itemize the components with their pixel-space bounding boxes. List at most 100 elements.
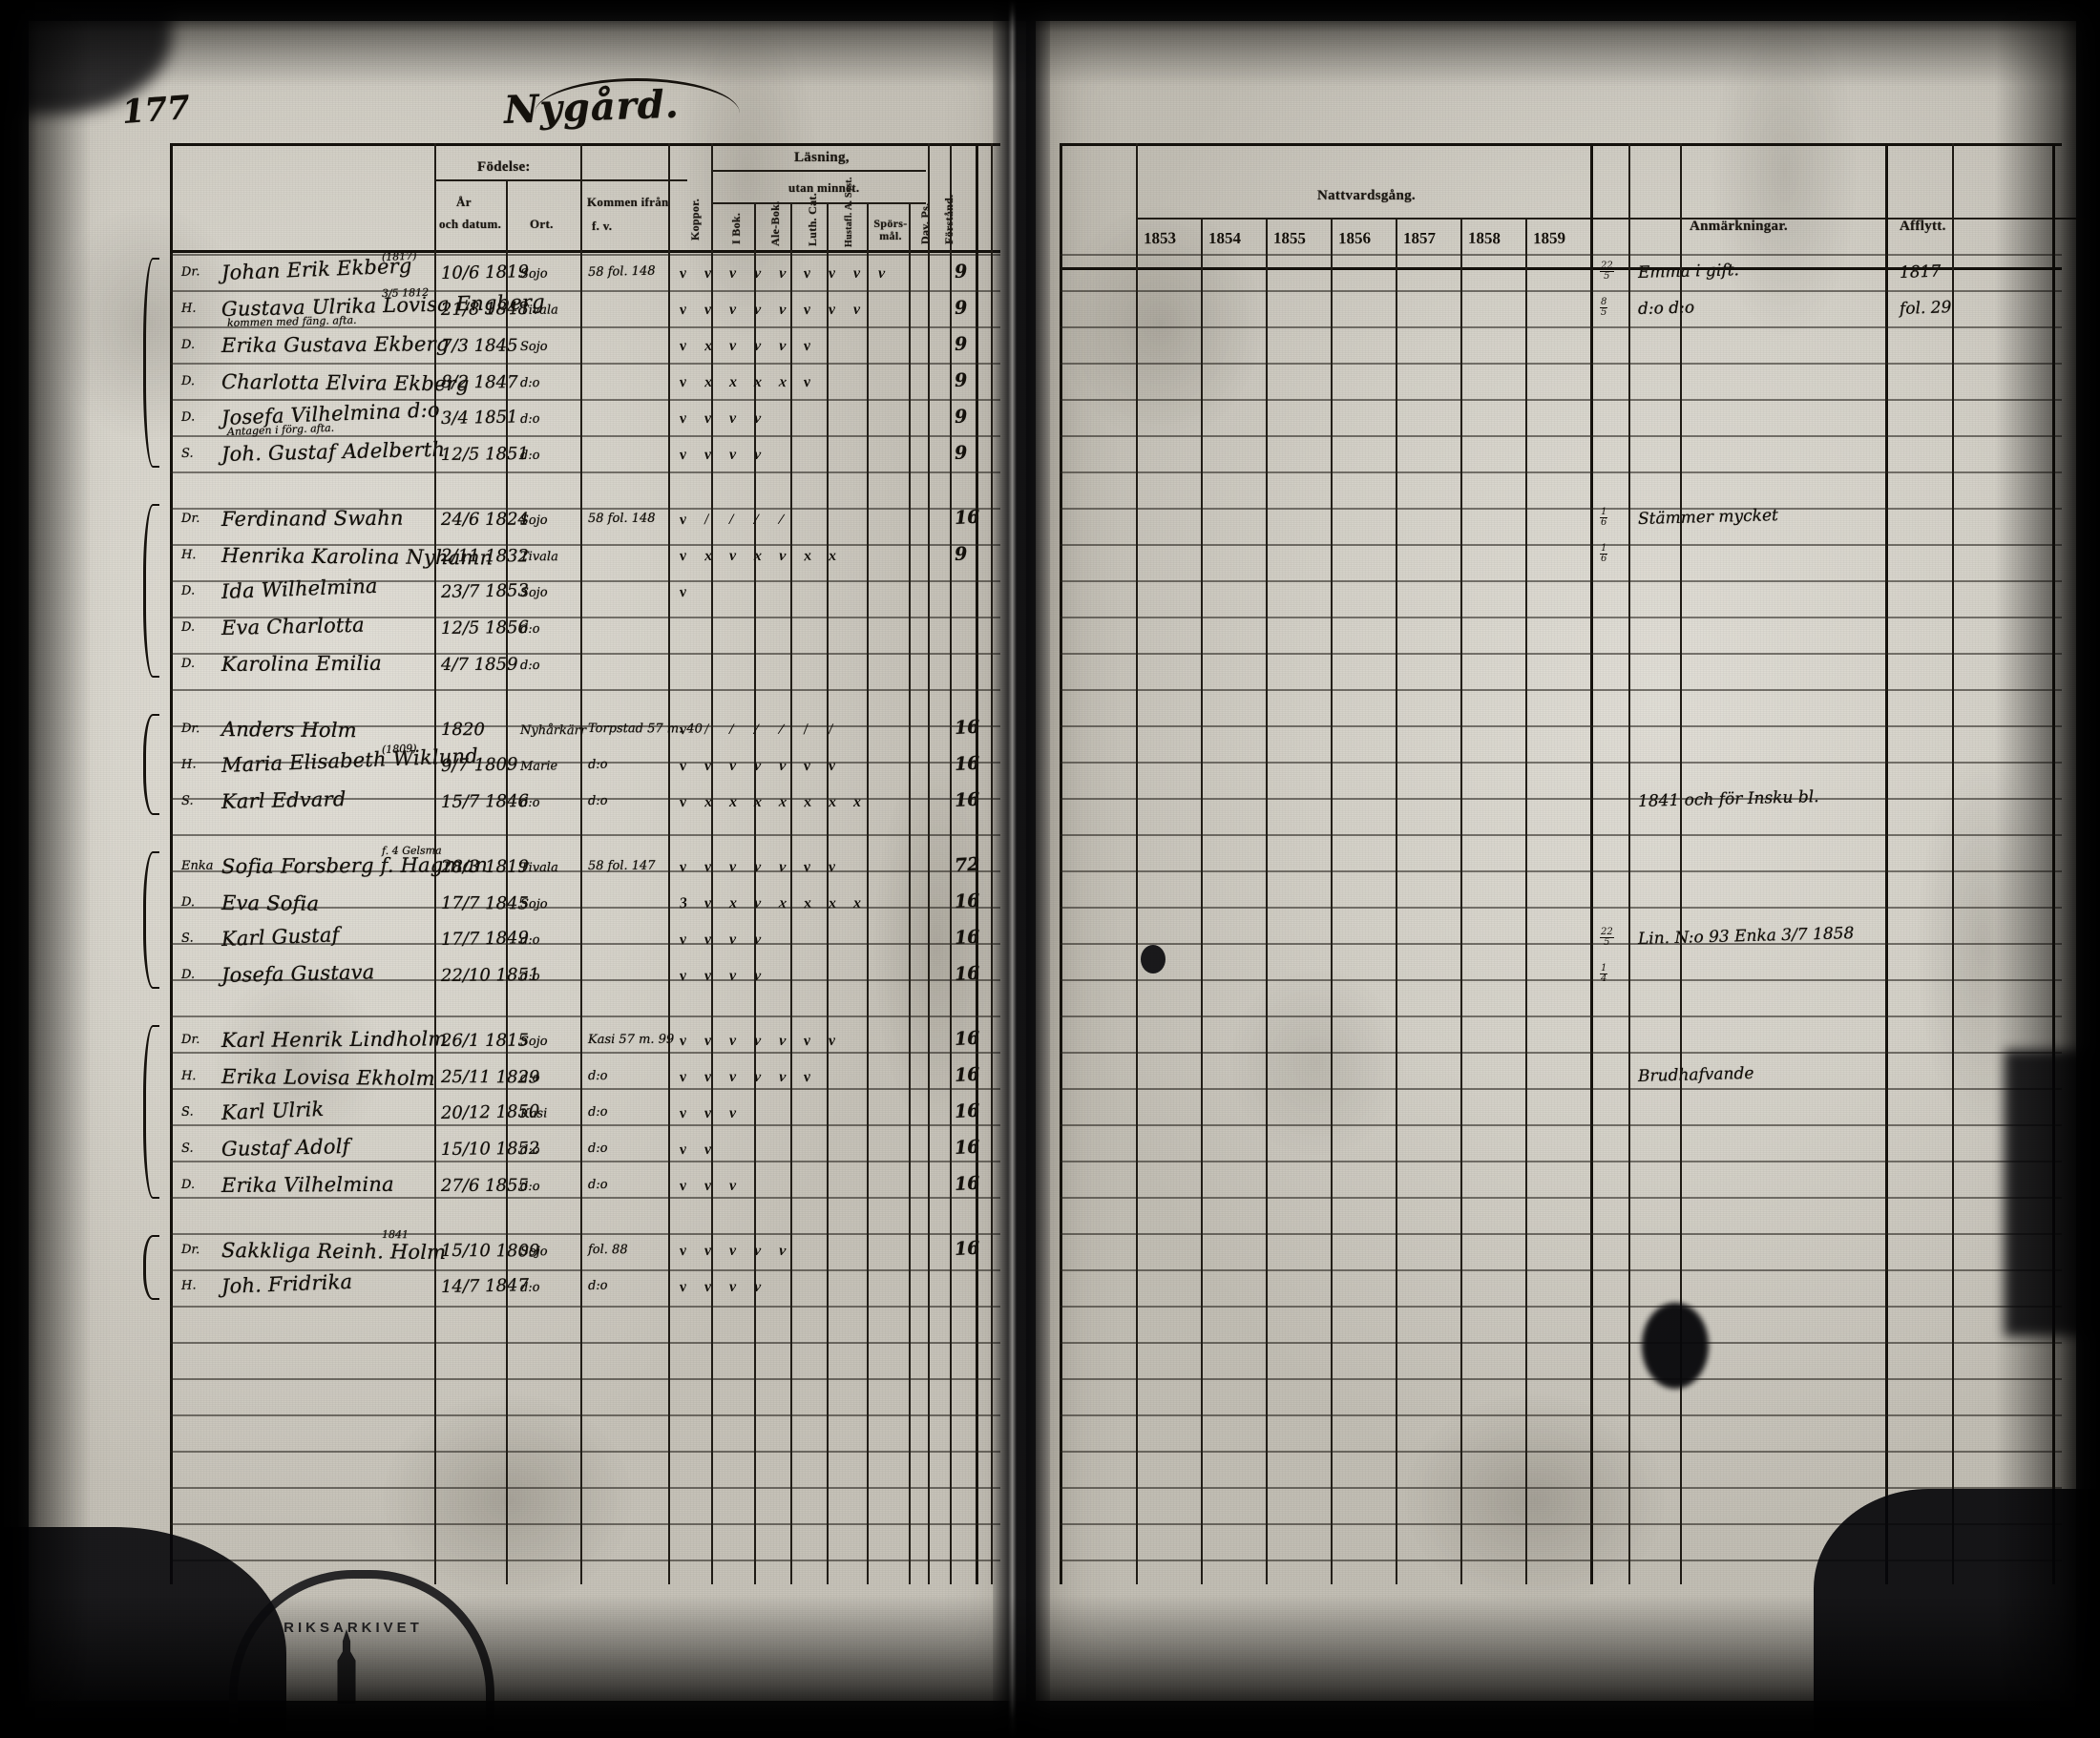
remark-afflytt: 1817 <box>1899 262 1942 283</box>
row-birth-place: Tivala <box>519 303 558 318</box>
row-rule <box>1060 1414 2062 1416</box>
row-birth-place: Marie <box>519 759 558 774</box>
reading-mark: v <box>704 301 712 319</box>
row-moved-from: fol. 88 <box>587 1243 628 1258</box>
row-rule <box>1060 907 2062 909</box>
row-name: Gustaf Adolf <box>220 1134 350 1161</box>
row-relation: S. <box>180 1104 194 1120</box>
row-birth-place: Sojo <box>519 513 548 528</box>
reading-mark: v <box>877 264 886 283</box>
reading-mark: x <box>729 895 737 911</box>
row-birth-place: Sojo <box>519 585 548 600</box>
reading-mark: v <box>753 1068 762 1086</box>
communion-year-1855: 1855 <box>1272 228 1307 248</box>
reading-mark: v <box>753 264 762 283</box>
row-moved-from: 58 fol. 147 <box>587 858 656 873</box>
header-birth-year: År <box>456 195 472 209</box>
row-moved-from: d:o <box>587 757 608 772</box>
reading-mark: x <box>729 794 737 810</box>
row-birth-place: d:o <box>519 1071 540 1086</box>
row-score: 16 <box>954 1027 980 1050</box>
row-rule <box>1060 1197 2062 1199</box>
reading-mark: v <box>828 858 836 876</box>
communion-year-1854: 1854 <box>1208 229 1241 247</box>
row-birth-place: d:o <box>519 376 540 391</box>
row-rule <box>1060 762 2062 764</box>
row-score: 16 <box>954 1099 980 1122</box>
row-birth-date: 28/3 1819 <box>440 856 529 877</box>
reading-mark: / <box>704 511 709 529</box>
row-rule <box>1060 653 2062 655</box>
row-score: 9 <box>954 369 968 391</box>
row-moved-from: d:o <box>587 1177 608 1192</box>
reading-mark: / <box>753 721 759 739</box>
reading-mark: v <box>704 931 712 949</box>
row-relation: D. <box>180 619 196 635</box>
row-rule <box>170 1451 1000 1453</box>
header-moved-from: Kommen ifrån <box>587 195 669 209</box>
row-rule <box>1060 544 2062 546</box>
reading-mark: v <box>729 447 737 463</box>
header-ale-bok: Ale-Bok. <box>768 200 782 246</box>
row-birth-place: Sojo <box>519 897 548 912</box>
reading-mark: v <box>828 1032 836 1050</box>
row-moved-from: Kasi 57 m. 99 <box>587 1032 675 1047</box>
row-rule <box>170 1197 1000 1199</box>
row-moved-from: d:o <box>587 1104 608 1120</box>
row-rule <box>1060 617 2062 618</box>
reading-mark: x <box>704 793 713 811</box>
row-name: Sakkliga Reinh. Holm <box>220 1239 447 1265</box>
row-rule <box>1060 1560 2062 1561</box>
reading-mark: v <box>753 858 762 876</box>
row-score: 72 <box>954 853 980 876</box>
row-name: Erika Lovisa Ekholm <box>220 1065 435 1090</box>
row-score: 16 <box>954 506 980 529</box>
row-rule <box>1060 1451 2062 1453</box>
row-relation: Dr. <box>180 1243 200 1258</box>
reading-mark: v <box>704 1278 712 1296</box>
row-rule <box>170 471 1000 473</box>
row-score: 9 <box>954 333 968 355</box>
row-rule <box>1060 943 2062 945</box>
row-rule <box>170 1161 1000 1162</box>
row-rule <box>170 1306 1000 1308</box>
row-moved-from: d:o <box>587 1069 608 1084</box>
row-interlineation: (1809) <box>381 742 417 756</box>
reading-mark: v <box>704 409 712 428</box>
row-name: Karl Ulrik <box>220 1097 325 1124</box>
row-birth-date: 12/5 1851 <box>440 443 530 465</box>
header-koppor: Koppor. <box>688 198 702 241</box>
row-name: Karolina Emilia <box>220 651 383 676</box>
row-relation: D. <box>180 656 196 671</box>
row-rule <box>1060 580 2062 582</box>
header-luth-cat: Luth. Cat. <box>806 192 819 246</box>
row-birth-place: Sojo <box>519 266 548 282</box>
header-forstand: Förstånd. <box>942 194 956 244</box>
row-birth-date: 23/7 1853 <box>440 580 530 602</box>
row-birth-place: Nyhårkärr <box>519 723 587 739</box>
reading-mark: v <box>729 1243 737 1259</box>
reading-mark: v <box>704 1104 712 1122</box>
row-rule <box>170 1523 1000 1525</box>
row-relation: D. <box>180 409 196 425</box>
row-birth-place: d:o <box>519 1142 540 1158</box>
row-rule <box>1060 254 2062 256</box>
row-relation: D. <box>180 1177 196 1192</box>
reading-mark: v <box>753 301 762 319</box>
row-relation: S. <box>180 931 194 946</box>
reading-mark: x <box>753 373 763 391</box>
reading-mark: v <box>704 757 712 775</box>
row-rule <box>1060 1233 2062 1235</box>
reading-mark: v <box>753 967 762 985</box>
communion-year-1853: 1853 <box>1143 228 1177 248</box>
header-sporsmal: Spörs-mål. <box>873 217 908 242</box>
reading-mark: v <box>753 409 762 428</box>
row-rule <box>170 1233 1000 1235</box>
row-rule <box>1060 1523 2062 1525</box>
row-rule <box>1060 870 2062 872</box>
row-birth-place: Sojo <box>519 1245 548 1260</box>
reading-mark: v <box>704 264 712 283</box>
row-relation: Dr. <box>180 722 200 737</box>
row-rule <box>1060 326 2062 328</box>
row-score: 16 <box>954 716 980 739</box>
